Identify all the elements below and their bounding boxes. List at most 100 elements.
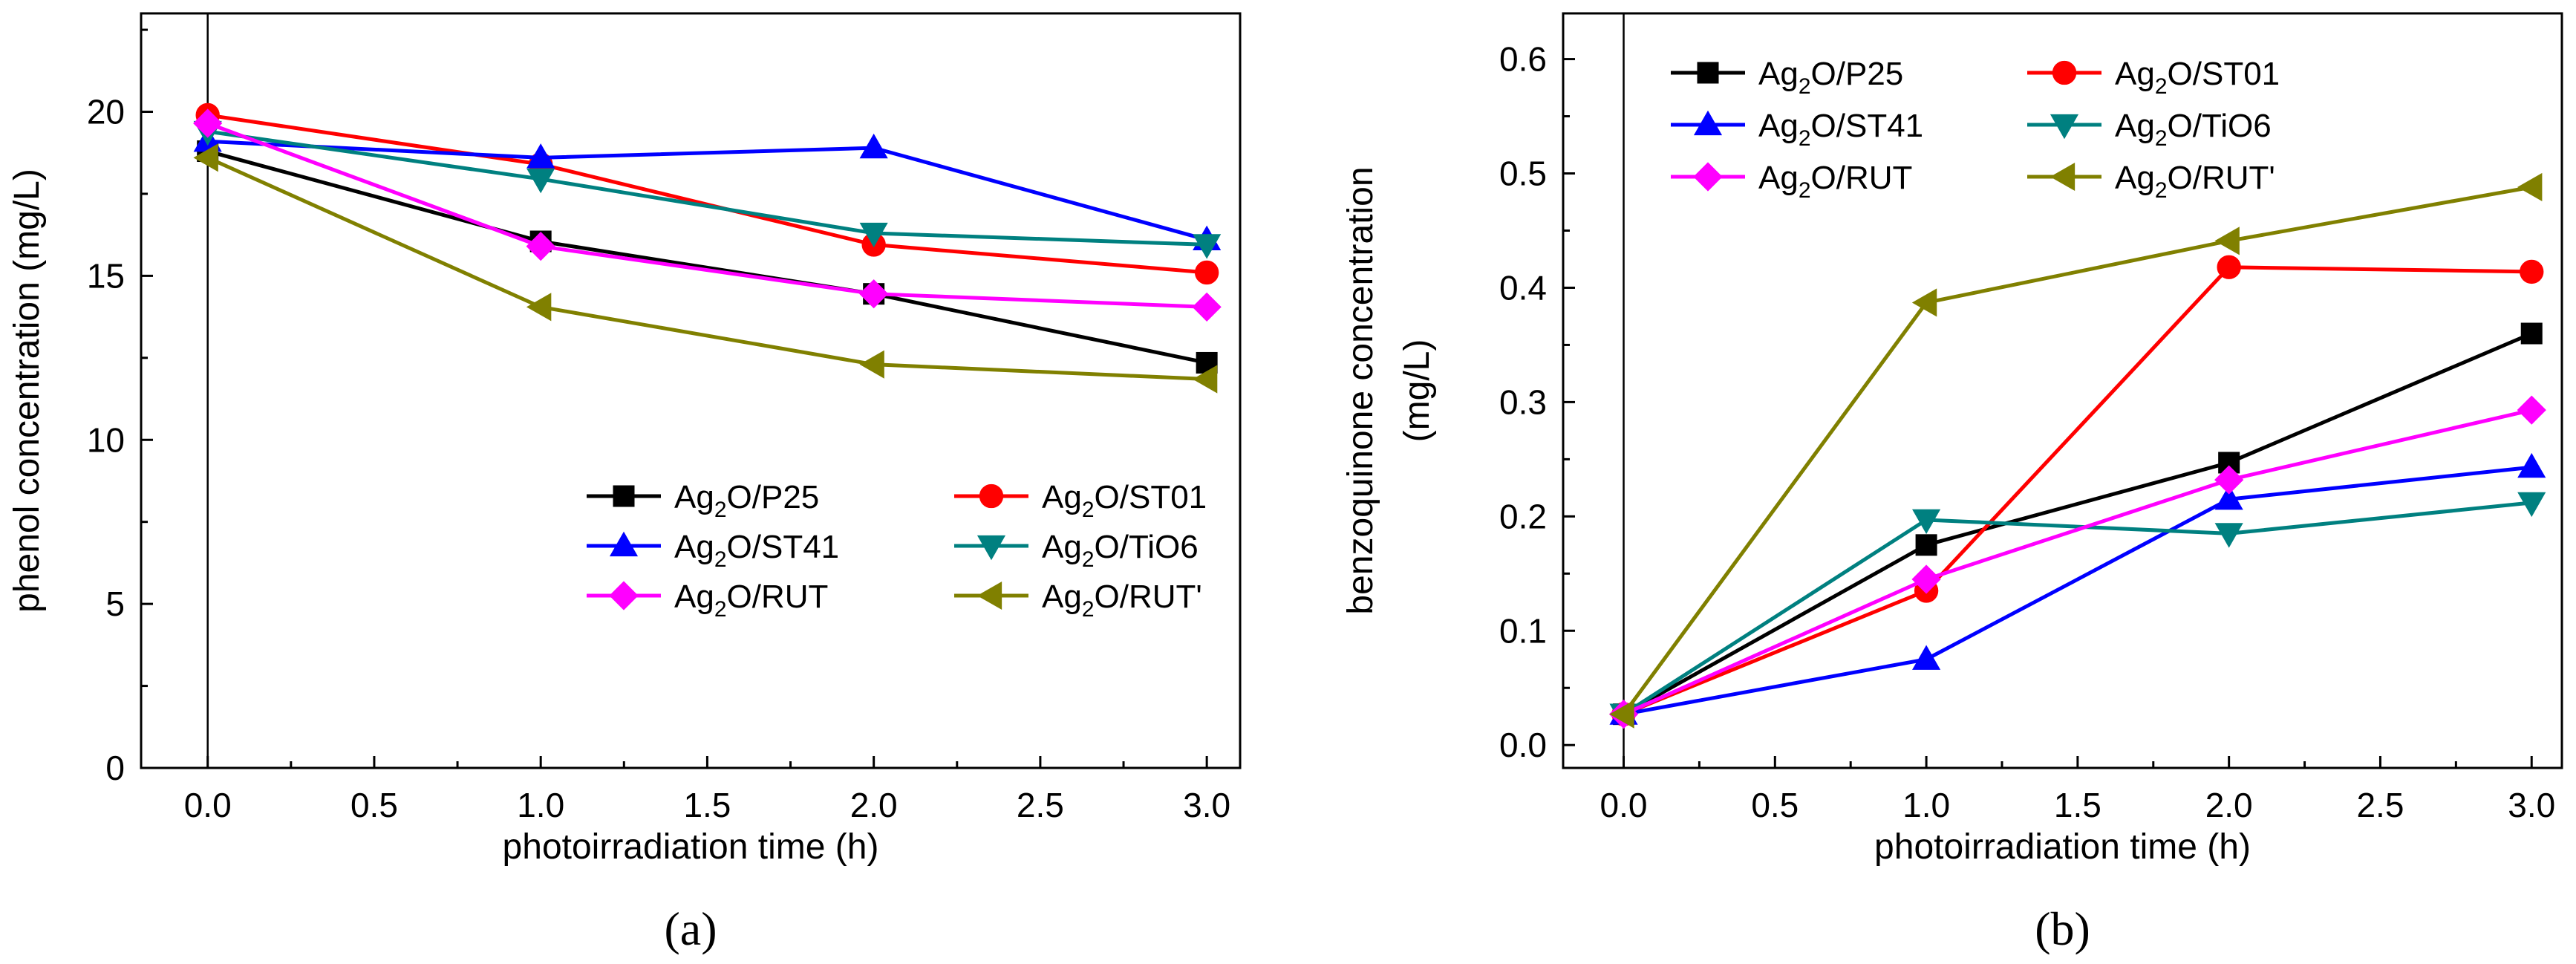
series-line xyxy=(1622,185,2532,716)
legend-label-subscript: 2 xyxy=(1082,547,1095,572)
legend-item: Ag2O/RUT' xyxy=(2027,160,2275,203)
x-tick-label: 1.0 xyxy=(517,786,564,824)
legend-label-subscript: 2 xyxy=(2155,126,2168,151)
x-tick-label: 2.0 xyxy=(850,786,898,824)
legend-label: Ag2O/ST41 xyxy=(1758,108,1923,151)
legend-label-subscript: 2 xyxy=(1082,597,1095,622)
legend-marker xyxy=(1697,62,1719,84)
legend-label: Ag2O/RUT' xyxy=(2115,160,2275,203)
legend-marker xyxy=(976,581,1002,610)
data-point xyxy=(1609,700,1634,729)
x-tick-label: 0.0 xyxy=(184,786,232,824)
x-tick-label: 1.5 xyxy=(2054,786,2101,824)
data-point xyxy=(859,350,884,379)
y-tick-label: 15 xyxy=(87,256,125,295)
legend-item: Ag2O/ST41 xyxy=(1671,108,1923,151)
series-line xyxy=(206,156,1207,382)
data-point xyxy=(1911,564,1941,594)
data-point xyxy=(2520,259,2544,284)
legend-marker xyxy=(609,531,639,557)
chart-panel-a: 0.0 0.5 1.0 1.5 2.0 2.5 3.0 0 5 10 15 20 photoirradi… xyxy=(7,12,1242,955)
legend-label-prefix: Ag xyxy=(2115,160,2155,196)
series-orut xyxy=(193,143,1218,394)
legend-label-suffix: O/P25 xyxy=(727,479,820,515)
data-point xyxy=(859,133,888,159)
data-point xyxy=(1192,365,1218,394)
legend-item: Ag2O/TiO6 xyxy=(2027,108,2272,151)
y-tick-label: 0.2 xyxy=(1499,497,1547,535)
data-point xyxy=(1192,292,1222,322)
series-line xyxy=(1623,331,2533,716)
series-orut xyxy=(1608,395,2546,729)
legend-item: Ag2O/P25 xyxy=(1671,56,1903,99)
y-axis-label: phenol concentration (mg/L) xyxy=(7,169,47,613)
y-tick-label: 0.5 xyxy=(1499,154,1547,193)
series-line xyxy=(206,121,1207,309)
plot-frame xyxy=(1562,12,2563,769)
series-line xyxy=(1623,501,2532,716)
legend-label-prefix: Ag xyxy=(2115,56,2155,92)
legend-label-prefix: Ag xyxy=(1042,579,1082,615)
legend-label: Ag2O/P25 xyxy=(1758,56,1903,99)
legend-label-subscript: 2 xyxy=(1799,126,1811,151)
legend-label-suffix: O/TiO6 xyxy=(2168,108,2272,144)
legend-label-subscript: 2 xyxy=(2155,74,2168,99)
legend-label-subscript: 2 xyxy=(1082,498,1095,522)
legend-label-suffix: O/ST01 xyxy=(2168,56,2280,92)
legend-label-prefix: Ag xyxy=(1758,56,1799,92)
legend-marker xyxy=(2050,114,2079,140)
data-point xyxy=(2517,172,2543,202)
y-axis-label: benzoquinone concentration xyxy=(1341,166,1380,614)
x-tick-label: 1.0 xyxy=(1902,786,1950,824)
legend-marker xyxy=(2050,162,2076,192)
legend-label-prefix: Ag xyxy=(2115,108,2155,144)
data-point xyxy=(1911,288,1937,317)
series-orut xyxy=(193,108,1222,322)
y-axis-label: (mg/L) xyxy=(1398,339,1437,443)
legend-marker xyxy=(979,483,1004,509)
legend-marker xyxy=(2052,60,2077,85)
x-tick-label: 0.5 xyxy=(350,786,398,824)
legend-marker xyxy=(613,485,635,507)
data-point xyxy=(1194,260,1219,285)
data-point xyxy=(2214,485,2243,510)
y-tick-label: 0.0 xyxy=(1499,726,1547,764)
legend-item: Ag2O/RUT xyxy=(1671,160,1912,203)
legend-item: Ag2O/P25 xyxy=(587,479,819,522)
data-point xyxy=(2520,322,2543,345)
panel-label: (a) xyxy=(664,902,717,955)
legend-marker xyxy=(1693,162,1723,192)
data-point xyxy=(526,143,555,169)
panel-label: (b) xyxy=(2035,902,2090,955)
legend-label-suffix: O/ST01 xyxy=(1095,479,1207,515)
series-line xyxy=(207,129,1207,247)
legend-label-prefix: Ag xyxy=(1042,479,1082,515)
x-tick-label: 3.0 xyxy=(2508,786,2555,824)
legend-label-prefix: Ag xyxy=(1758,108,1799,144)
data-point xyxy=(2517,452,2546,478)
series-line xyxy=(207,113,1207,275)
legend-item: Ag2O/RUT' xyxy=(954,579,1202,622)
legend-label-prefix: Ag xyxy=(674,529,714,565)
x-axis-label: photoirradiation time (h) xyxy=(1874,827,2251,867)
series-line xyxy=(207,139,1207,242)
legend-label-suffix: O/TiO6 xyxy=(1095,529,1199,565)
series-op25 xyxy=(1613,322,2543,726)
legend-label-subscript: 2 xyxy=(1799,178,1811,203)
chart-panel-b: 0.0 0.5 1.0 1.5 2.0 2.5 3.0 0.0 0.1 0.2 0.3 0.4 0.5 0… xyxy=(1341,12,2563,955)
legend-label-subscript: 2 xyxy=(714,597,727,622)
data-point xyxy=(526,232,555,261)
data-point xyxy=(859,279,889,309)
legend-label-prefix: Ag xyxy=(674,479,714,515)
x-tick-label: 1.5 xyxy=(683,786,731,824)
data-point xyxy=(1193,234,1222,259)
legend-item: Ag2O/ST01 xyxy=(954,479,1207,522)
legend-label: Ag2O/ST41 xyxy=(674,529,839,572)
legend-label: Ag2O/ST01 xyxy=(2115,56,2280,99)
data-point xyxy=(2214,465,2244,495)
legend-label-suffix: O/RUT xyxy=(727,579,829,615)
data-point xyxy=(2517,492,2546,518)
